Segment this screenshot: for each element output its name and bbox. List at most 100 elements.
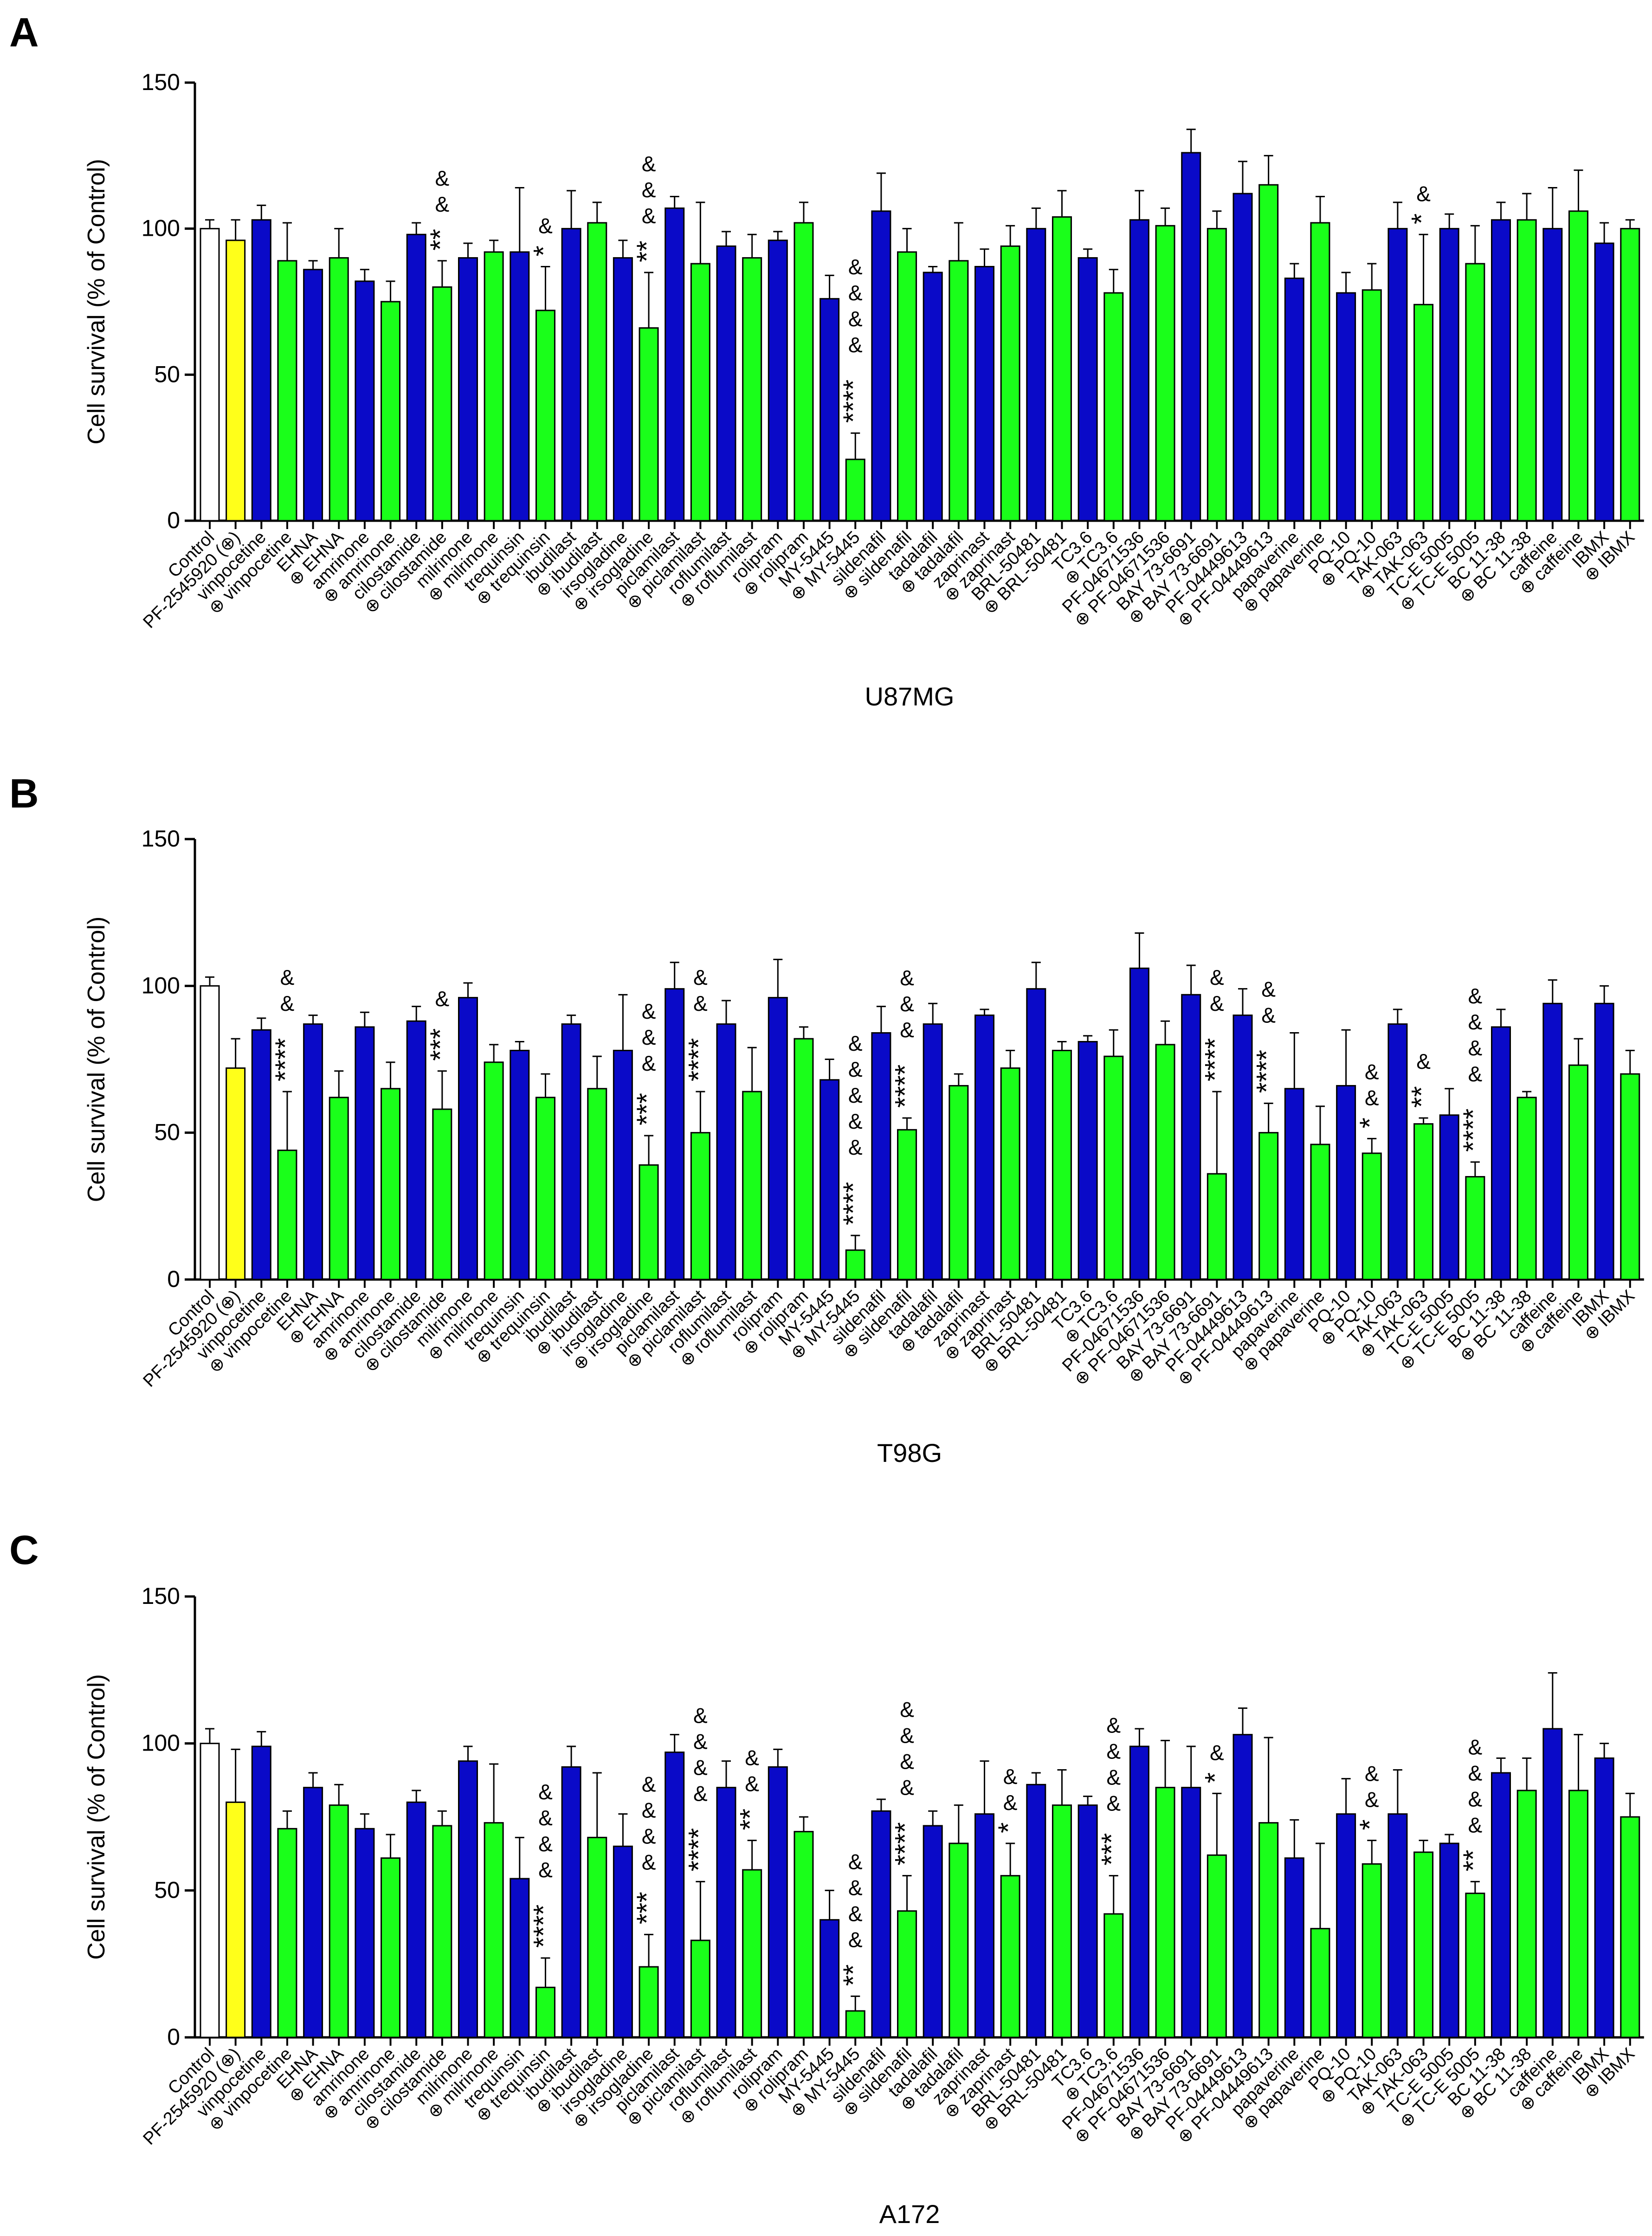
significance-stars: **** xyxy=(838,1182,869,1225)
bar-PF-2545920 (⊕) xyxy=(226,239,246,522)
bar-⊕ vinpocetine xyxy=(277,1828,297,2038)
bar-caffeine xyxy=(1542,1002,1563,1280)
significance-ampersand: & xyxy=(848,307,863,331)
bar-⊕ BRL-50481 xyxy=(1052,1050,1072,1280)
bar-⊕ EHNA xyxy=(329,257,349,522)
y-tick-label: 0 xyxy=(167,507,180,533)
y-tick-label: 150 xyxy=(142,69,180,95)
bar-PF-04671536 xyxy=(1129,1745,1149,2038)
significance-ampersand: & xyxy=(1468,1010,1483,1034)
y-tick-label: 100 xyxy=(142,215,180,241)
significance-ampersand: & xyxy=(848,1109,863,1133)
significance-ampersand: & xyxy=(1106,1765,1121,1790)
bar-piclamilast xyxy=(665,988,685,1280)
significance-marks: **&&& xyxy=(631,152,662,262)
y-tick-label: 100 xyxy=(142,972,180,998)
bar-⊕ rolipram xyxy=(794,222,814,522)
bar-⊕ amrinone xyxy=(381,1857,401,2038)
significance-ampersand: & xyxy=(435,166,450,190)
significance-stars: *** xyxy=(425,1028,456,1061)
bar-⊕ amrinone xyxy=(381,301,401,522)
bar-⊕ cilostamide xyxy=(432,1825,452,2038)
y-axis-title: Cell survival (% of Control) xyxy=(83,159,110,445)
significance-marks: ****&&&& xyxy=(1458,984,1489,1152)
significance-ampersand: & xyxy=(900,1750,914,1774)
bar-⊕ EHNA xyxy=(329,1097,349,1280)
significance-stars: * xyxy=(1354,1118,1385,1128)
bar-vinpocetine xyxy=(251,1029,271,1280)
bar-rolipram xyxy=(768,1766,788,2038)
significance-ampersand: & xyxy=(642,1051,656,1075)
significance-ampersand: & xyxy=(280,965,295,989)
bar-piclamilast xyxy=(665,1751,685,2038)
bar-BC 11-38 xyxy=(1491,1772,1511,2038)
significance-marks: *& xyxy=(1199,1740,1230,1783)
significance-ampersand: & xyxy=(642,999,656,1023)
significance-marks: **** && xyxy=(1199,965,1230,1081)
significance-ampersand: & xyxy=(538,1780,553,1804)
significance-stars: **** xyxy=(270,1038,301,1081)
significance-ampersand: & xyxy=(693,1729,708,1753)
bar-TC-E 5005 xyxy=(1439,1842,1459,2038)
y-axis-title: Cell survival (% of Control) xyxy=(83,1674,110,1960)
bar-⊕ irsogladine xyxy=(639,1966,659,2038)
bar-BRL-50481 xyxy=(1026,1784,1046,2038)
bar-TAK-063 xyxy=(1387,228,1408,522)
y-axis-title: Cell survival (% of Control) xyxy=(83,917,110,1202)
significance-ampersand: & xyxy=(900,966,914,990)
significance-ampersand: & xyxy=(538,1858,553,1882)
bar-⊕ trequinsin xyxy=(535,1986,555,2038)
bar-⊕ tadalafil xyxy=(949,260,969,522)
significance-ampersand: & xyxy=(1468,1735,1483,1759)
bar-⊕ BRL-50481 xyxy=(1052,1804,1072,2038)
significance-stars: * xyxy=(528,246,559,256)
bar-⊕ sildenafil xyxy=(897,251,917,522)
significance-marks: ****&&&& xyxy=(890,1698,921,1866)
bar-⊕ TC3.6 xyxy=(1103,1913,1124,2038)
significance-stars: **** xyxy=(1251,1050,1282,1093)
significance-ampersand: & xyxy=(1106,1739,1121,1764)
significance-ampersand: & xyxy=(848,1057,863,1081)
bar-rolipram xyxy=(768,239,788,522)
bar-Control xyxy=(200,1743,220,2038)
bar-ibudilast xyxy=(561,1766,581,2038)
significance-marks: ***&&&& xyxy=(631,1772,662,1924)
y-tick-label: 50 xyxy=(154,361,180,387)
y-tick-label: 150 xyxy=(142,1583,180,1609)
bar-⊕ rolipram xyxy=(794,1831,814,2038)
significance-ampersand: & xyxy=(693,991,708,1015)
bar-⊕ amrinone xyxy=(381,1088,401,1280)
significance-ampersand: & xyxy=(642,178,656,202)
y-tick-label: 50 xyxy=(154,1877,180,1903)
significance-stars: * xyxy=(1199,1772,1230,1783)
bar-⊕ roflumilast xyxy=(742,1091,762,1280)
bar-cilostamide xyxy=(406,233,426,522)
significance-ampersand: & xyxy=(642,204,656,228)
significance-stars: **** xyxy=(683,1038,714,1081)
significance-marks: ** & xyxy=(1406,1049,1437,1108)
significance-ampersand: & xyxy=(1468,984,1483,1008)
significance-ampersand: & xyxy=(848,281,863,305)
bar-⊕ PF-04671536 xyxy=(1155,1044,1175,1280)
bar-⊕ irsogladine xyxy=(639,1164,659,1280)
significance-marks: *** & xyxy=(425,987,456,1061)
bar-⊕ BAY 73-6691 xyxy=(1207,1854,1227,2038)
bar-EHNA xyxy=(303,1787,323,2038)
bar-⊕ sildenafil xyxy=(897,1910,917,2038)
bar-BRL-50481 xyxy=(1026,228,1046,522)
bar-sildenafil xyxy=(871,210,891,522)
bar-trequinsin xyxy=(510,251,530,522)
bar-⊕ BC 11-38 xyxy=(1516,1790,1537,2038)
bar-⊕ trequinsin xyxy=(535,310,555,522)
bar-BC 11-38 xyxy=(1491,219,1511,522)
bar-BAY 73-6691 xyxy=(1181,1787,1201,2038)
significance-marks: **** && xyxy=(683,965,714,1081)
significance-ampersand: & xyxy=(900,992,914,1016)
significance-ampersand: & xyxy=(1365,1762,1379,1786)
significance-marks: *& xyxy=(1406,181,1437,224)
bar-EHNA xyxy=(303,269,323,522)
bar-caffeine xyxy=(1542,1728,1563,2038)
